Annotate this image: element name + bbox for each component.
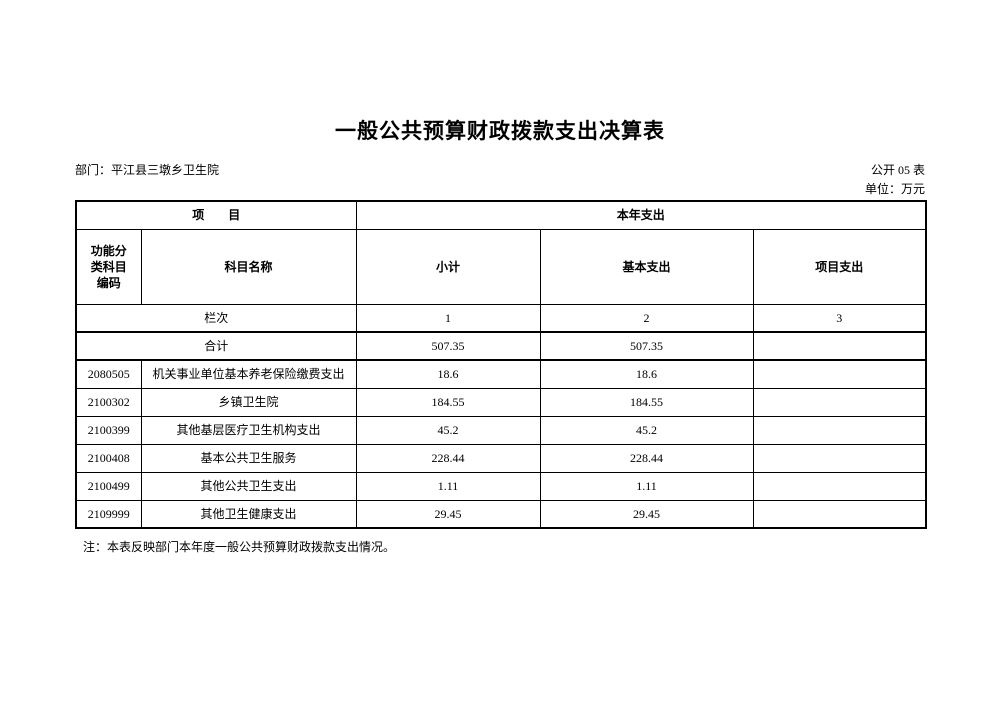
meta-row: 部门：平江县三墩乡卫生院 公开 05 表 (75, 162, 925, 178)
row-name: 其他公共卫生支出 (140, 471, 357, 501)
table-row: 2100399 其他基层医疗卫生机构支出 45.2 45.2 (75, 415, 927, 445)
column-index-row: 栏次 1 2 3 (75, 303, 927, 333)
row-name: 其他基层医疗卫生机构支出 (140, 415, 357, 445)
total-row: 合计 507.35 507.35 (75, 331, 927, 361)
table-row: 2109999 其他卫生健康支出 29.45 29.45 (75, 499, 927, 529)
row-code: 2080505 (75, 359, 142, 389)
row-project (752, 359, 927, 389)
index-col-3: 3 (752, 303, 927, 333)
department-value: 平江县三墩乡卫生院 (111, 163, 220, 177)
header-subtotal: 小计 (355, 228, 541, 305)
index-col-2: 2 (539, 303, 754, 333)
row-subtotal: 29.45 (355, 499, 541, 529)
row-basic: 18.6 (539, 359, 754, 389)
header-basic-expenditure: 基本支出 (539, 228, 754, 305)
row-project (752, 443, 927, 473)
total-project (752, 331, 927, 361)
index-label: 栏次 (75, 303, 357, 333)
row-name: 其他卫生健康支出 (140, 499, 357, 529)
row-basic: 184.55 (539, 387, 754, 417)
row-project (752, 415, 927, 445)
index-col-1: 1 (355, 303, 541, 333)
total-subtotal: 507.35 (355, 331, 541, 361)
table-number: 公开 05 表 (870, 163, 925, 177)
row-subtotal: 184.55 (355, 387, 541, 417)
row-basic: 45.2 (539, 415, 754, 445)
table-row: 2080505 机关事业单位基本养老保险缴费支出 18.6 18.6 (75, 359, 927, 389)
total-basic: 507.35 (539, 331, 754, 361)
row-basic: 29.45 (539, 499, 754, 529)
row-basic: 1.11 (539, 471, 754, 501)
header-group-row: 项 目 本年支出 (75, 200, 927, 230)
row-code: 2100399 (75, 415, 142, 445)
table-row: 2100499 其他公共卫生支出 1.11 1.11 (75, 471, 927, 501)
header-project-expenditure: 项目支出 (752, 228, 927, 305)
row-project (752, 471, 927, 501)
row-basic: 228.44 (539, 443, 754, 473)
row-code: 2109999 (75, 499, 142, 529)
table-row: 2100302 乡镇卫生院 184.55 184.55 (75, 387, 927, 417)
header-columns-row: 功能分 类科目 编码 科目名称 小计 基本支出 项目支出 (75, 228, 927, 305)
row-code: 2100302 (75, 387, 142, 417)
row-name: 乡镇卫生院 (140, 387, 357, 417)
row-name: 机关事业单位基本养老保险缴费支出 (140, 359, 357, 389)
row-subtotal: 18.6 (355, 359, 541, 389)
row-project (752, 387, 927, 417)
row-name: 基本公共卫生服务 (140, 443, 357, 473)
row-subtotal: 45.2 (355, 415, 541, 445)
unit-label: 单位：万元 (864, 182, 925, 196)
expenditure-table: 项 目 本年支出 功能分 类科目 编码 科目名称 小计 基本支出 项目支出 栏次… (75, 200, 928, 529)
row-code: 2100499 (75, 471, 142, 501)
header-year-expenditure-group: 本年支出 (355, 200, 927, 230)
row-code: 2100408 (75, 443, 142, 473)
header-item-group: 项 目 (75, 200, 357, 230)
department-label: 部门： (75, 163, 112, 177)
header-subject-name: 科目名称 (140, 228, 357, 305)
row-subtotal: 1.11 (355, 471, 541, 501)
footnote: 注：本表反映部门本年度一般公共预算财政拨款支出情况。 (83, 540, 396, 554)
row-project (752, 499, 927, 529)
header-function-code: 功能分 类科目 编码 (75, 228, 142, 305)
row-subtotal: 228.44 (355, 443, 541, 473)
table-row: 2100408 基本公共卫生服务 228.44 228.44 (75, 443, 927, 473)
department-line: 部门：平江县三墩乡卫生院 (75, 162, 219, 178)
total-label: 合计 (75, 331, 357, 361)
page-title: 一般公共预算财政拨款支出决算表 (335, 120, 665, 143)
